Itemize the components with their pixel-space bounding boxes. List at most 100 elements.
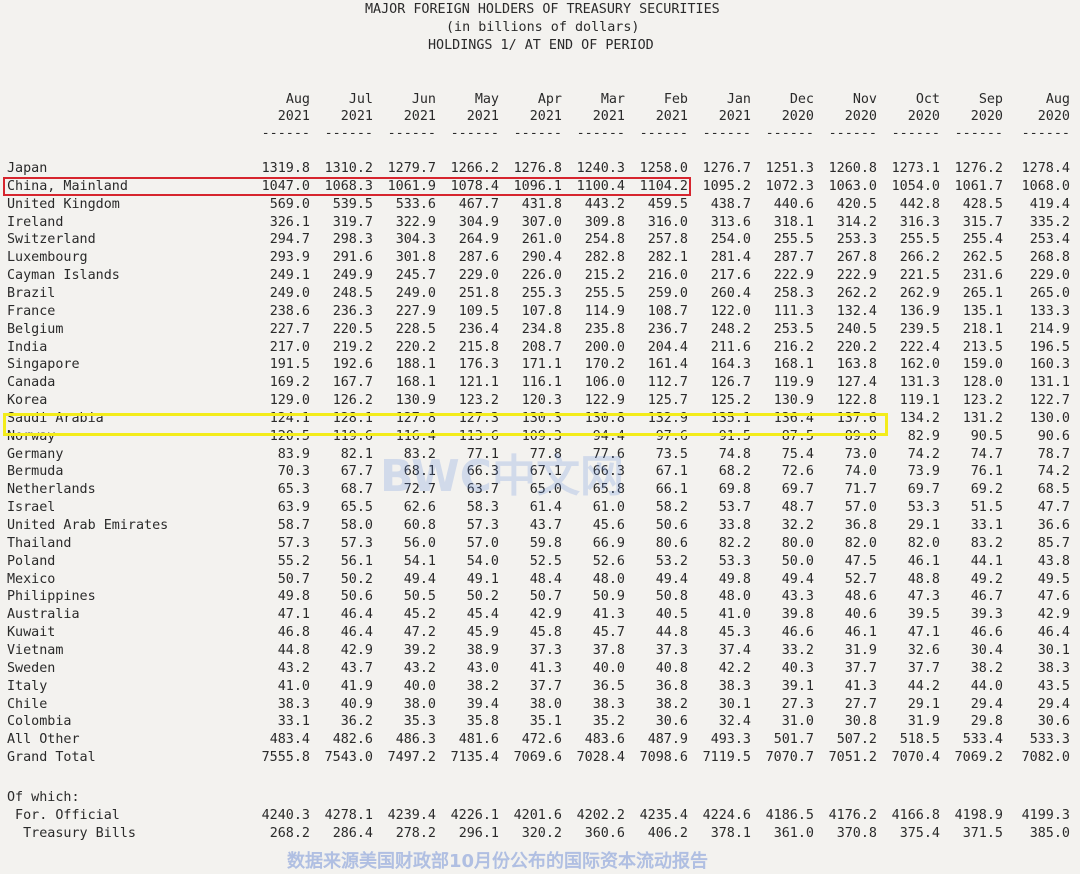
holding-value: 258.3 bbox=[773, 285, 814, 301]
country-name: Canada bbox=[7, 375, 56, 391]
holding-value: 215.8 bbox=[458, 339, 499, 355]
table-row: Colombia 33.1 36.2 35.3 35.8 35.1 35.2 30.6 32.4… bbox=[0, 714, 1080, 732]
holding-value: 131.1 bbox=[1029, 375, 1070, 391]
holding-value: 162.0 bbox=[899, 357, 940, 373]
column-header: Nov 2020 ------ bbox=[807, 91, 877, 142]
holding-value: 132.4 bbox=[836, 303, 877, 319]
holding-value: 107.8 bbox=[521, 303, 562, 319]
holding-value: 293.9 bbox=[269, 250, 310, 266]
holding-value: 46.6 bbox=[781, 625, 814, 641]
holding-value: 123.2 bbox=[962, 393, 1003, 409]
holding-value: 234.8 bbox=[521, 321, 562, 337]
column-month: May bbox=[474, 92, 499, 107]
holding-value: 286.4 bbox=[332, 825, 373, 841]
table-row: Bermuda 70.3 67.7 68.1 66.3 67.1 66.3 67.1 68.2 7… bbox=[0, 464, 1080, 482]
country-name: Treasury Bills bbox=[7, 825, 136, 841]
holding-value: 7135.4 bbox=[450, 750, 499, 766]
column-month: Nov bbox=[852, 92, 877, 107]
holding-value: 40.8 bbox=[655, 660, 688, 676]
holding-value: 501.7 bbox=[773, 732, 814, 748]
holding-value: 74.7 bbox=[970, 446, 1003, 462]
holding-value: 442.8 bbox=[899, 196, 940, 212]
holding-value: 253.5 bbox=[773, 321, 814, 337]
holding-value: 304.3 bbox=[395, 232, 436, 248]
column-header: Apr 2021 ------ bbox=[492, 91, 562, 142]
holding-value: 69.2 bbox=[970, 482, 1003, 498]
holding-value: 33.2 bbox=[781, 642, 814, 658]
column-underline: ------ bbox=[954, 126, 1003, 141]
table-row: Norway 120.5 119.6 116.4 113.6 109.3 94.4 97.6 9… bbox=[0, 429, 1080, 447]
country-name: All Other bbox=[7, 732, 80, 748]
holding-value: 163.8 bbox=[836, 357, 877, 373]
holding-value: 113.6 bbox=[458, 428, 499, 444]
column-month: Dec bbox=[789, 92, 814, 107]
column-month: Aug bbox=[1045, 92, 1070, 107]
table-row: United Kingdom 569.0 539.5 533.6 467.7 431.8 4… bbox=[0, 197, 1080, 215]
holding-value: 65.0 bbox=[529, 482, 562, 498]
holding-value: 61.4 bbox=[529, 500, 562, 516]
holding-value: 38.9 bbox=[466, 642, 499, 658]
holding-value: 29.1 bbox=[907, 518, 940, 533]
holding-value: 326.1 bbox=[269, 214, 310, 230]
holding-value: 42.9 bbox=[1037, 607, 1070, 623]
column-month: Sep bbox=[978, 92, 1003, 107]
holding-value: 38.0 bbox=[403, 696, 436, 712]
holding-value: 44.8 bbox=[655, 625, 688, 641]
holding-value: 335.2 bbox=[1029, 214, 1070, 230]
holding-value: 7082.0 bbox=[1021, 750, 1070, 766]
holding-value: 217.6 bbox=[710, 268, 751, 284]
holding-value: 1078.4 bbox=[450, 178, 499, 194]
holding-value: 215.2 bbox=[584, 268, 625, 284]
holding-value: 42.2 bbox=[718, 660, 751, 676]
holding-value: 40.6 bbox=[844, 607, 877, 623]
table-row: Kuwait 46.8 46.4 47.2 45.9 45.8 45.7 44.8 45.3 46… bbox=[0, 625, 1080, 643]
holding-value: 82.2 bbox=[718, 535, 751, 551]
country-name: Brazil bbox=[7, 285, 56, 301]
holding-value: 253.4 bbox=[1029, 232, 1070, 248]
country-name: Mexico bbox=[7, 571, 56, 587]
holding-value: 214.9 bbox=[1029, 321, 1070, 337]
holding-value: 249.0 bbox=[395, 285, 436, 301]
holding-value: 268.2 bbox=[269, 825, 310, 841]
holding-value: 1096.1 bbox=[513, 178, 562, 194]
table-row: Australia 47.1 46.4 45.2 45.4 42.9 41.3 40.5 41.… bbox=[0, 607, 1080, 625]
holding-value: 68.2 bbox=[718, 464, 751, 480]
table-row: Chile 38.3 40.9 38.0 39.4 38.0 38.3 38.2 30.1 27.… bbox=[0, 697, 1080, 715]
holding-value: 248.2 bbox=[710, 321, 751, 337]
holding-value: 265.0 bbox=[1029, 285, 1070, 301]
holding-value: 226.0 bbox=[521, 268, 562, 284]
holding-value: 44.8 bbox=[277, 642, 310, 658]
holding-value: 50.7 bbox=[277, 571, 310, 587]
table-row: Netherlands 65.3 68.7 72.7 63.7 65.0 65.8 66.1 6… bbox=[0, 482, 1080, 500]
holding-value: 42.9 bbox=[340, 642, 373, 658]
holding-value: 51.5 bbox=[970, 500, 1003, 516]
holding-value: 296.1 bbox=[458, 825, 499, 841]
holding-value: 259.0 bbox=[647, 285, 688, 301]
holding-value: 43.5 bbox=[1037, 678, 1070, 694]
holding-value: 249.9 bbox=[332, 268, 373, 284]
holding-value: 4199.3 bbox=[1021, 808, 1070, 823]
holding-value: 482.6 bbox=[332, 732, 373, 748]
holding-value: 45.3 bbox=[718, 625, 751, 641]
column-year: 2021 bbox=[403, 109, 436, 124]
holding-value: 129.0 bbox=[269, 393, 310, 409]
holding-value: 83.2 bbox=[403, 446, 436, 462]
holding-value: 48.0 bbox=[592, 571, 625, 587]
holding-value: 192.6 bbox=[332, 357, 373, 373]
holding-value: 46.1 bbox=[907, 553, 940, 569]
holding-value: 30.8 bbox=[844, 714, 877, 730]
holding-value: 168.1 bbox=[773, 357, 814, 373]
holding-value: 80.0 bbox=[781, 535, 814, 551]
holding-value: 48.8 bbox=[907, 571, 940, 587]
holding-value: 71.7 bbox=[844, 482, 877, 498]
holding-value: 29.4 bbox=[1037, 696, 1070, 712]
table-row: Ireland 326.1 319.7 322.9 304.9 307.0 309.8 316… bbox=[0, 215, 1080, 233]
holding-value: 131.3 bbox=[899, 375, 940, 391]
holding-value: 49.5 bbox=[1037, 571, 1070, 587]
holding-value: 35.3 bbox=[403, 714, 436, 730]
holding-value: 220.2 bbox=[395, 339, 436, 355]
holding-value: 235.8 bbox=[584, 321, 625, 337]
holding-value: 80.6 bbox=[655, 535, 688, 551]
column-month: Jun bbox=[411, 92, 436, 107]
country-name: Grand Total bbox=[7, 750, 96, 766]
